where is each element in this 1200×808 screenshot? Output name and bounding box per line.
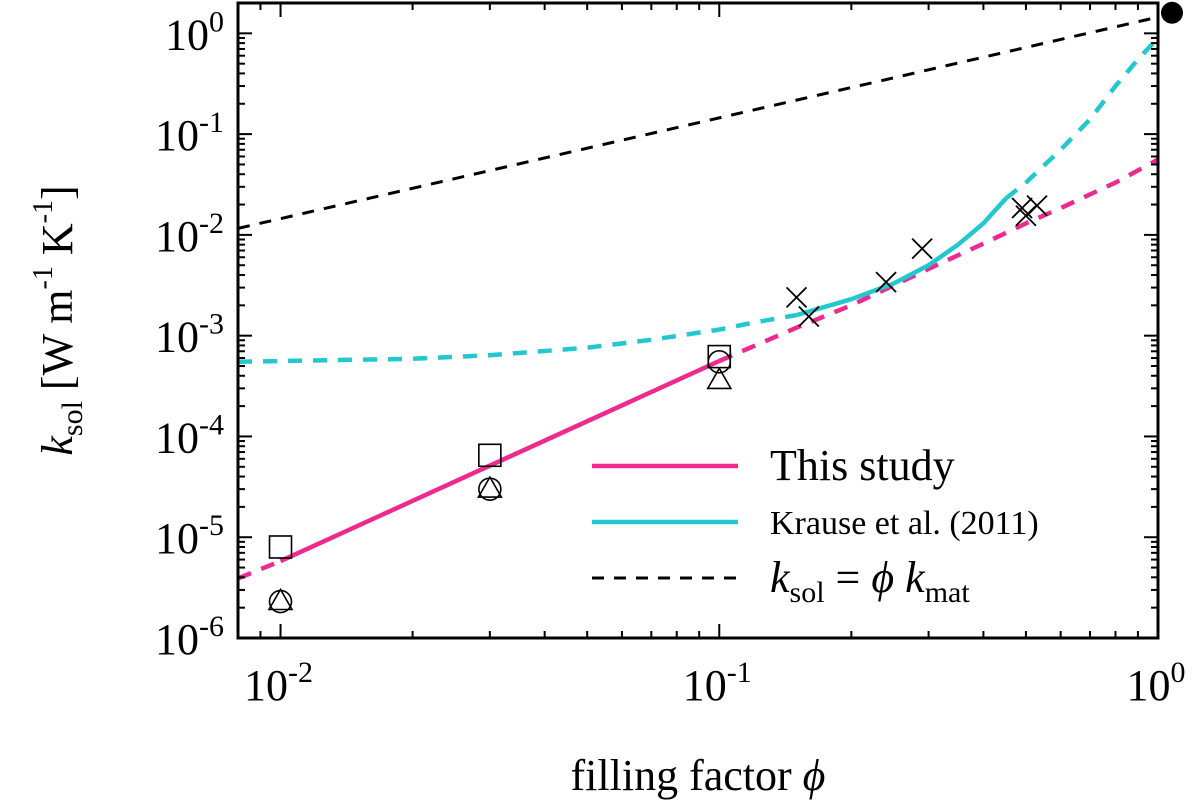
- x-tick-label: 100: [1127, 656, 1186, 710]
- marker-triangle-2: [706, 366, 733, 390]
- series-1-segment-2: [1004, 36, 1158, 201]
- legend: This study Krause et al. (2011) ksol = ϕ…: [592, 441, 1039, 609]
- y-axis-label: ksol [W m-1 K-1]: [28, 185, 89, 455]
- marker-triangle-0: [267, 587, 294, 611]
- marker-filled-circle: [1161, 1, 1183, 24]
- y-tick-label: 10-2: [155, 207, 224, 261]
- y-tick-label: 10-4: [155, 408, 224, 462]
- y-tick-label: 10-6: [155, 610, 224, 664]
- series-2-segment-0: [238, 15, 1158, 230]
- legend-label-this-study: This study: [770, 441, 955, 490]
- marker-cross-4: [1011, 197, 1033, 219]
- y-tick-label: 10-3: [155, 308, 224, 362]
- marker-cross-1: [798, 305, 820, 328]
- series-group: [238, 15, 1158, 581]
- y-tick-label: 10-1: [155, 106, 224, 160]
- marker-square-0: [268, 535, 293, 559]
- marker-cross-0: [785, 286, 808, 308]
- y-tick-label: 10-5: [155, 509, 224, 563]
- series-1-segment-0: [238, 312, 797, 365]
- series-0-segment-2: [718, 157, 1158, 364]
- marker-cross-2: [875, 271, 897, 293]
- x-tick-label: 10-2: [244, 656, 313, 710]
- plot-frame: [236, 1, 1160, 640]
- series-0-segment-0: [238, 559, 282, 581]
- legend-label-krause: Krause et al. (2011): [770, 505, 1039, 542]
- marker-square-1: [478, 443, 502, 468]
- series-0-segment-1: [279, 358, 721, 564]
- marker-cross-6: [1026, 195, 1048, 217]
- x-axis-label: filling factor ϕ: [571, 751, 826, 800]
- series-1-segment-1: [795, 196, 1008, 318]
- y-tick-label: 100: [165, 5, 224, 59]
- marker-circle-2: [707, 350, 732, 374]
- axis-ticks: 10-2 10-1 100 10-6 10-5 10-4 10-3 10-2 10-1 100: [155, 2, 1186, 710]
- plot-area: [238, 1, 1183, 614]
- marker-cross-3: [911, 238, 933, 260]
- legend-label-phi-kmat: ksol = ϕ kmat: [770, 553, 970, 609]
- x-tick-label: 10-1: [683, 656, 752, 710]
- markers: [267, 1, 1183, 614]
- marker-triangle-1: [477, 475, 503, 498]
